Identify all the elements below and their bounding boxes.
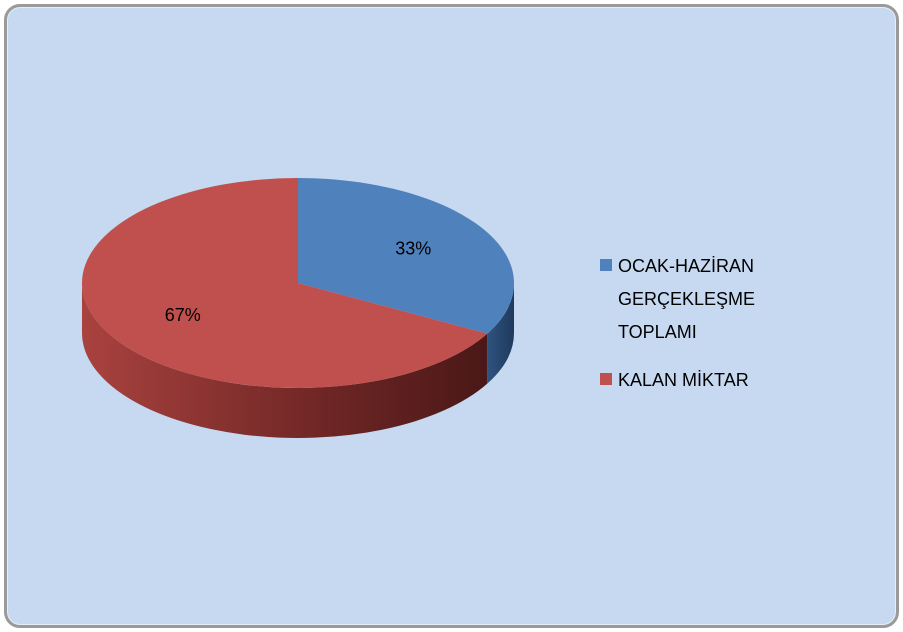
- slice-side: [82, 283, 488, 438]
- legend-swatch: [600, 373, 612, 385]
- data-label: 33%: [395, 239, 431, 259]
- legend-swatch: [600, 259, 612, 271]
- legend-item: OCAK-HAZİRAN GERÇEKLEŞME TOPLAMI: [598, 250, 898, 349]
- slice-side: [487, 283, 514, 384]
- legend-label: OCAK-HAZİRAN GERÇEKLEŞME TOPLAMI: [618, 256, 756, 342]
- legend-item: KALAN MİKTAR: [598, 364, 898, 397]
- data-label: 67%: [165, 305, 201, 325]
- legend: OCAK-HAZİRAN GERÇEKLEŞME TOPLAMI KALAN Mİ…: [598, 250, 898, 412]
- slice: [298, 178, 514, 334]
- slice: [81, 177, 488, 388]
- legend-label: KALAN MİKTAR: [618, 370, 749, 390]
